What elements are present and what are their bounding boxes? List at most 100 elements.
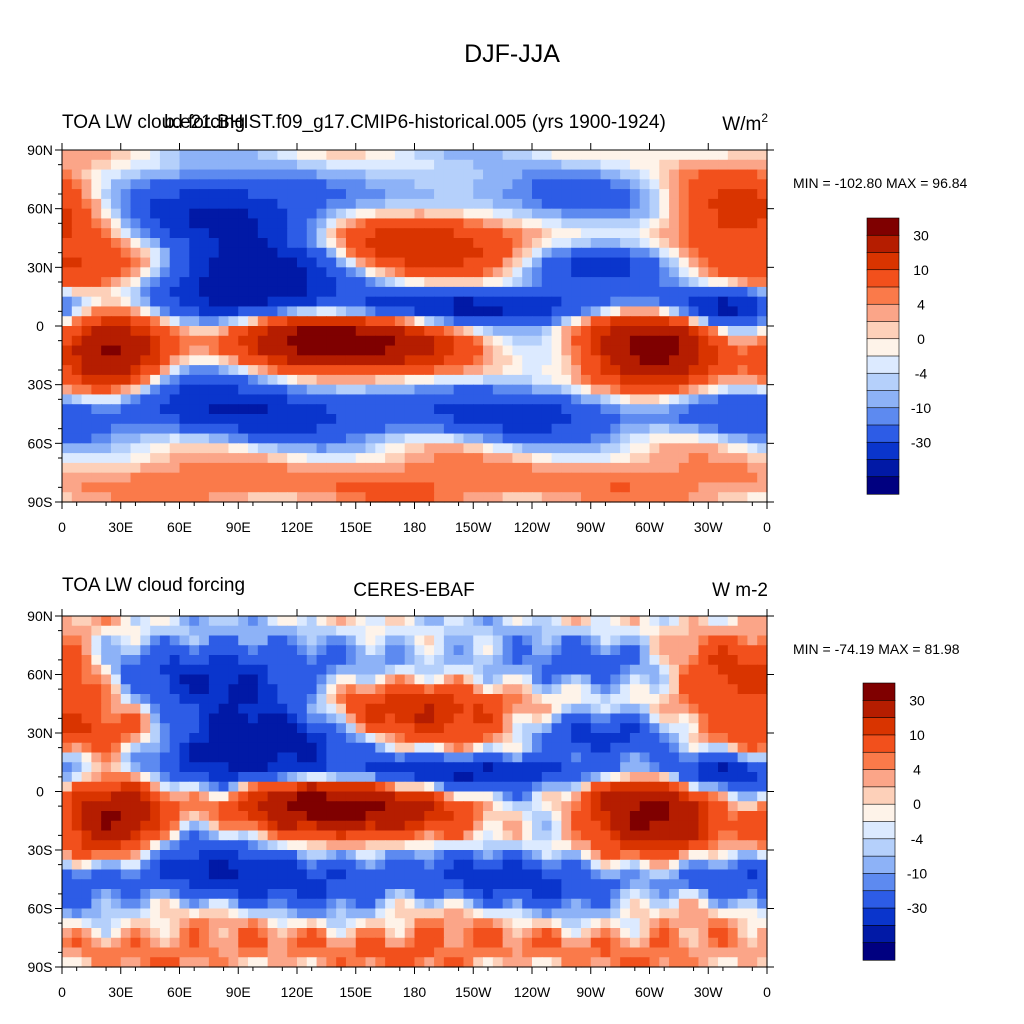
map-cell [179, 742, 190, 754]
map-cell [238, 830, 249, 841]
map-cell [600, 830, 611, 841]
map-cell [522, 889, 533, 900]
map-cell [610, 433, 621, 444]
map-cell [306, 462, 318, 474]
map-cell [81, 198, 92, 210]
map-cell [365, 433, 376, 444]
map-cell [394, 257, 406, 268]
map-cell [590, 316, 602, 327]
map-cell [130, 306, 141, 317]
map-cell [718, 713, 729, 724]
map-cell [600, 889, 611, 900]
map-cell [551, 179, 562, 190]
map-cell [316, 684, 327, 695]
map-cell [629, 850, 641, 861]
map-cell [473, 733, 484, 744]
map-cell [580, 879, 592, 890]
map-cell [698, 414, 709, 425]
map-cell [463, 791, 474, 802]
map-cell [541, 801, 553, 812]
map-cell [483, 908, 494, 919]
map-cell [492, 316, 504, 327]
map-cell [91, 306, 102, 317]
map-cell [120, 394, 132, 405]
map-cell [159, 492, 171, 503]
map-cell [502, 791, 514, 802]
map-cell [600, 228, 611, 239]
map-cell [257, 889, 269, 900]
map-cell [580, 179, 592, 190]
map-cell [228, 850, 239, 861]
map-cell [130, 840, 141, 851]
map-cell [414, 492, 425, 503]
map-cell [110, 189, 122, 200]
map-cell [238, 762, 249, 773]
map-cell [394, 462, 406, 474]
map-cell [199, 374, 210, 386]
map-cell [453, 257, 465, 268]
map-cell [218, 384, 230, 396]
map-cell [600, 850, 611, 861]
map-cell [414, 733, 425, 744]
map-cell [81, 462, 92, 474]
map-cell [375, 645, 386, 656]
map-cell [424, 433, 435, 444]
map-cell [248, 694, 259, 705]
map-cell [747, 616, 758, 627]
map-cell [179, 384, 190, 396]
map-cell [218, 208, 230, 220]
map-cell [620, 374, 631, 386]
map-cell [522, 423, 533, 435]
map-cell [669, 742, 680, 754]
map-cell [120, 908, 132, 919]
map-cell [757, 306, 768, 317]
map-cell [580, 257, 592, 268]
map-cell [522, 811, 533, 822]
map-cell [189, 453, 200, 464]
map-cell [698, 365, 709, 376]
map-cell [62, 889, 73, 900]
map-cell [394, 169, 406, 180]
map-cell [218, 879, 230, 890]
map-cell [81, 723, 92, 734]
map-cell [600, 423, 611, 435]
map-cell [698, 355, 709, 366]
map-cell [600, 694, 611, 705]
map-cell [727, 472, 739, 484]
map-cell [571, 655, 582, 666]
map-cell [483, 801, 494, 812]
map-cell [159, 772, 171, 783]
map-cell [208, 169, 220, 180]
map-cell [110, 355, 122, 366]
map-cell [492, 247, 504, 259]
map-cell [678, 830, 690, 841]
map-cell [590, 355, 602, 366]
map-cell [287, 655, 298, 666]
map-cell [483, 694, 494, 705]
map-cell [561, 316, 572, 327]
map-cell [541, 326, 553, 337]
map-cell [443, 713, 455, 724]
map-cell [199, 655, 210, 666]
map-cell [708, 869, 719, 880]
map-cell [629, 453, 641, 464]
map-cell [316, 889, 327, 900]
map-cell [551, 820, 562, 832]
map-cell [522, 335, 533, 347]
map-cell [434, 267, 445, 278]
map-cell [414, 472, 425, 484]
map-cell [659, 674, 670, 685]
map-cell [140, 423, 151, 435]
map-cell [248, 616, 259, 627]
map-cell [453, 820, 465, 832]
map-cell [179, 879, 190, 890]
map-cell [571, 811, 582, 822]
map-cell [669, 762, 680, 773]
map-cell [326, 198, 337, 210]
map-cell [248, 674, 259, 685]
map-cell [727, 645, 739, 656]
map-cell [140, 316, 151, 327]
map-cell [365, 150, 376, 161]
map-cell [218, 159, 230, 171]
map-cell [708, 752, 719, 763]
